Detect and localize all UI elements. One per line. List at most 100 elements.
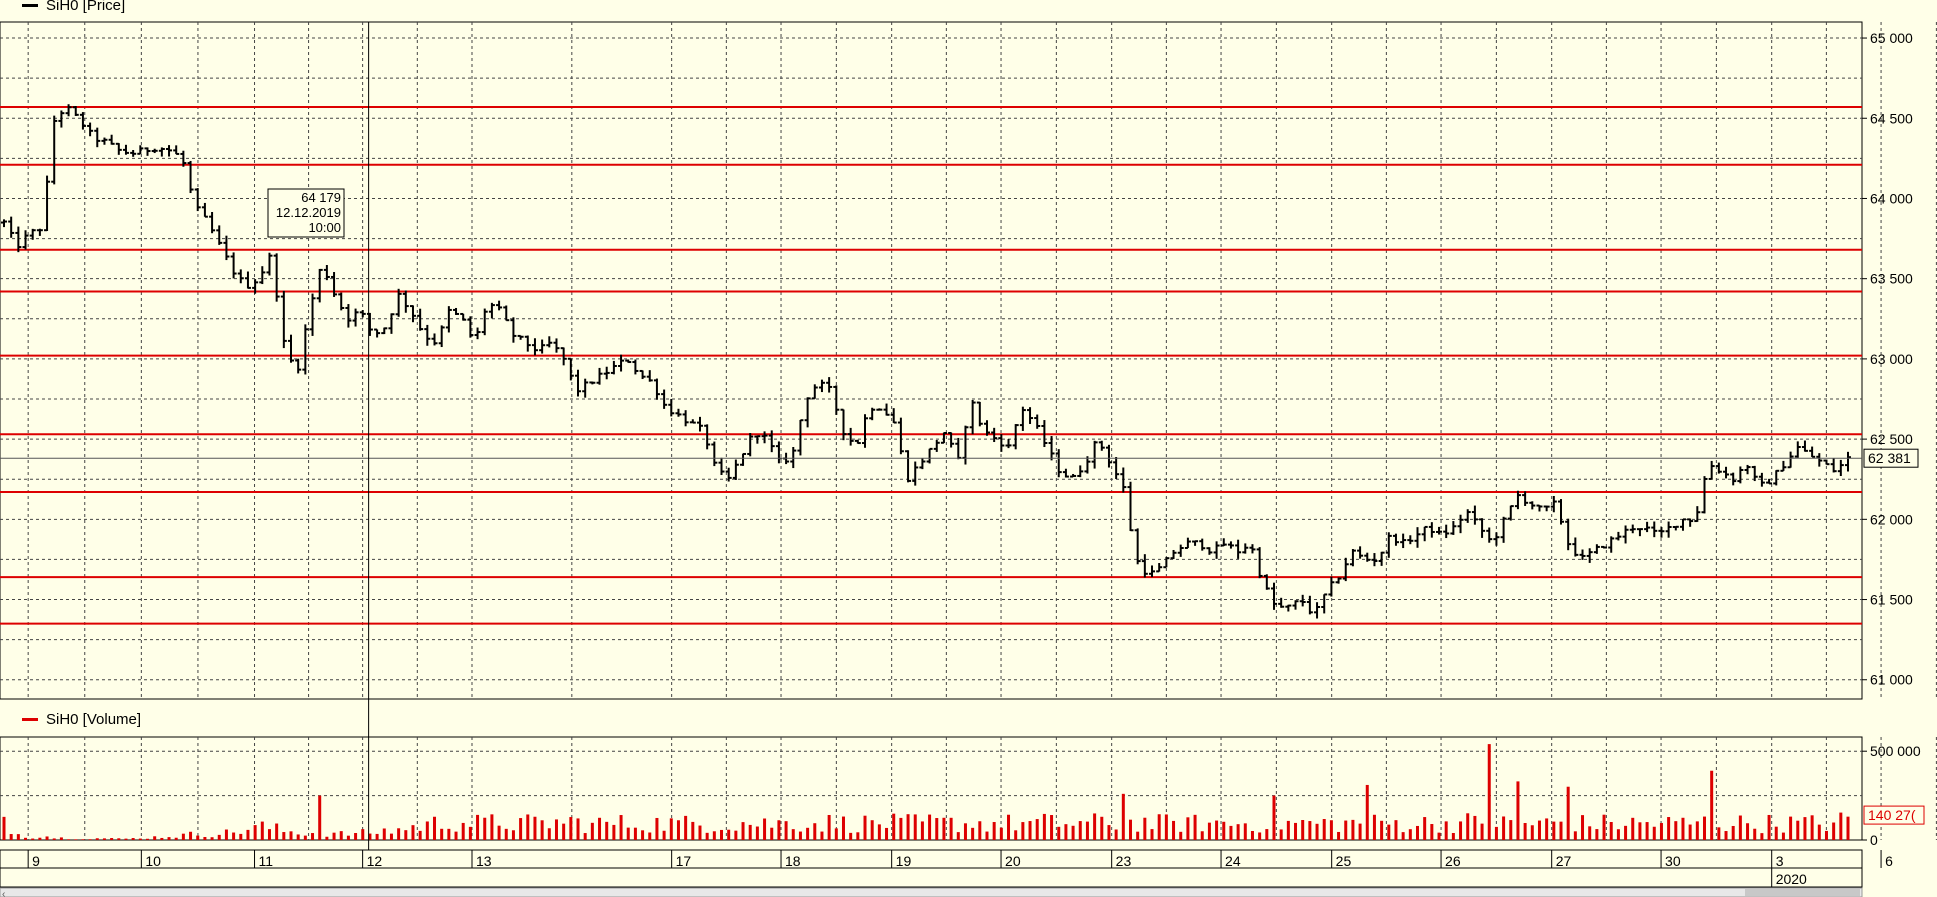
date-axis-label: 12 (367, 853, 383, 869)
volume-bar (102, 838, 106, 840)
volume-bar (827, 814, 831, 840)
volume-bar (1631, 817, 1635, 840)
volume-bar (1021, 822, 1025, 840)
volume-bar (1516, 781, 1520, 840)
volume-bar (1344, 820, 1348, 840)
volume-bar (1007, 814, 1011, 840)
volume-bar (289, 831, 293, 840)
date-axis-label: 20 (1005, 853, 1021, 869)
volume-bar (1408, 829, 1412, 840)
volume-bar (669, 818, 673, 840)
volume-bar (1430, 824, 1434, 840)
volume-axis: 500 000 0 (1862, 743, 1921, 848)
volume-bar (956, 832, 960, 840)
volume-bar (712, 831, 716, 840)
volume-bar (1071, 825, 1075, 840)
volume-bar (1365, 784, 1369, 840)
volume-bar (748, 824, 752, 840)
price-axis-label: 61 000 (1870, 672, 1913, 688)
volume-bar (1380, 820, 1384, 840)
date-axis-label: 24 (1225, 853, 1241, 869)
cursor-tooltip: 64 179 12.12.2019 10:00 (267, 188, 345, 238)
volume-bar (1258, 832, 1262, 840)
volume-bar (354, 833, 358, 840)
date-axis-label: 19 (896, 853, 912, 869)
volume-bar (1839, 812, 1843, 840)
price-last-value-label: 62 381 (1868, 450, 1911, 466)
scrollbar-track[interactable] (0, 887, 1863, 897)
volume-bar (1200, 831, 1204, 840)
scroll-left-arrow-icon[interactable]: ‹ (2, 889, 5, 897)
volume-bar (1286, 820, 1290, 840)
volume-bar (942, 817, 946, 840)
tooltip-date: 12.12.2019 (276, 205, 341, 220)
volume-bar (124, 838, 128, 840)
volume-bar (368, 833, 372, 840)
volume-bar (985, 831, 989, 840)
volume-bar (1315, 823, 1319, 840)
volume-bar (311, 833, 315, 840)
volume-bar (117, 838, 121, 840)
date-axis-label: 23 (1116, 853, 1132, 869)
volume-bar (540, 820, 544, 840)
volume-bar (361, 829, 365, 840)
horizontal-scrollbar[interactable]: ‹ (0, 887, 1863, 897)
volume-bar (454, 831, 458, 840)
volume-bar (641, 830, 645, 840)
date-axis-label: 10 (145, 853, 161, 869)
volume-bar (1243, 823, 1247, 840)
volume-bar (1250, 830, 1254, 840)
volume-bar (562, 823, 566, 840)
volume-bar (1832, 822, 1836, 840)
volume-bar (1337, 831, 1341, 840)
price-last-value-box (1863, 448, 1919, 468)
volume-bar (490, 814, 494, 840)
volume-bar (1624, 825, 1628, 840)
volume-bar (1179, 831, 1183, 840)
volume-bar (1674, 821, 1678, 840)
date-axis-label: 25 (1336, 853, 1352, 869)
volume-bar (877, 824, 881, 840)
price-last-value-marker: 62 381 (0, 448, 1919, 468)
volume-bar (791, 829, 795, 840)
volume-bar (978, 821, 982, 840)
volume-bar (1294, 822, 1298, 840)
volume-bar (389, 833, 393, 840)
volume-bar (1085, 821, 1089, 840)
volume-bar (1236, 824, 1240, 840)
volume-bar (447, 828, 451, 840)
volume-bar (1774, 826, 1778, 840)
volume-bar (1717, 827, 1721, 840)
volume-bar (798, 831, 802, 840)
volume-bar (583, 833, 587, 840)
volume-bar (1157, 814, 1161, 840)
volume-bar (88, 839, 92, 840)
volume-bar (999, 827, 1003, 840)
volume-bar (1595, 829, 1599, 840)
volume-bar (260, 821, 264, 840)
price-legend: SiH0 [Price] (22, 0, 125, 14)
volume-bar (1207, 822, 1211, 840)
volume-bar (569, 817, 573, 840)
volume-bar (95, 838, 99, 840)
volume-bar (468, 826, 472, 840)
scrollbar-thumb[interactable] (1745, 889, 1860, 896)
volume-bar (1487, 744, 1491, 840)
volume-bar (282, 832, 286, 840)
volume-bar (870, 820, 874, 840)
price-axis-label: 62 500 (1870, 431, 1913, 447)
volume-bar (1437, 832, 1441, 840)
volume-bar (849, 832, 853, 840)
price-axis-label: 64 000 (1870, 190, 1913, 206)
volume-bar (1121, 793, 1125, 840)
volume-bar (217, 834, 221, 840)
volume-bar (1695, 821, 1699, 840)
volume-bar (1494, 826, 1498, 840)
volume-bar (1093, 813, 1097, 840)
volume-bar (1050, 815, 1054, 840)
volume-bar (167, 837, 171, 840)
volume-bar (504, 828, 508, 840)
volume-bar (1143, 817, 1147, 840)
volume-bar (303, 835, 307, 840)
volume-bar (318, 795, 322, 840)
